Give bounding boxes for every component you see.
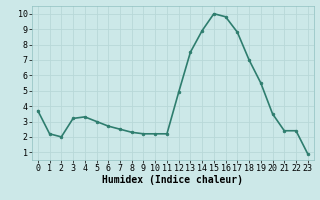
X-axis label: Humidex (Indice chaleur): Humidex (Indice chaleur) <box>102 175 243 185</box>
